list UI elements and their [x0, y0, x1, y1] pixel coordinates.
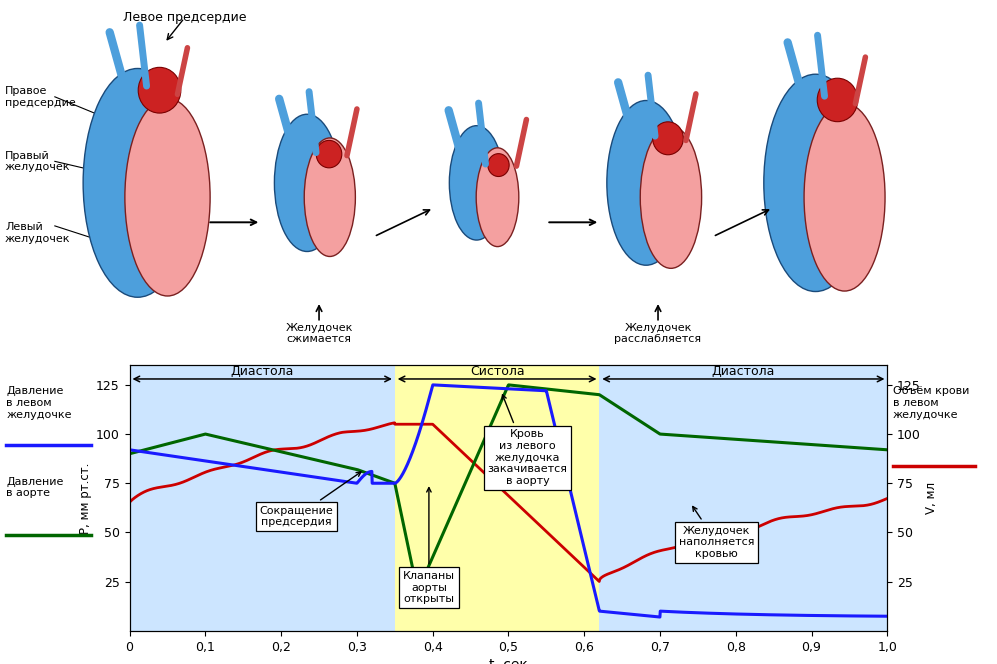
Text: Желудочек
наполняется
кровью: Желудочек наполняется кровью [679, 507, 755, 559]
Text: Клапаны
аорты
открыты: Клапаны аорты открыты [403, 487, 455, 604]
Ellipse shape [477, 148, 518, 246]
Ellipse shape [818, 78, 857, 122]
Text: Правое
предсердие: Правое предсердие [5, 86, 76, 108]
Text: Левый
желудочек: Левый желудочек [5, 222, 71, 244]
Text: Давление
в левом
желудочке: Давление в левом желудочке [6, 386, 72, 420]
Bar [395, 365, 599, 631]
Y-axis label: V, мл: V, мл [925, 482, 938, 514]
Text: Левое предсердие: Левое предсердие [123, 11, 246, 24]
Text: Желудочек
сжимается: Желудочек сжимается [285, 323, 353, 344]
Ellipse shape [764, 74, 867, 291]
Bar [599, 365, 887, 631]
Ellipse shape [607, 100, 685, 265]
Ellipse shape [488, 153, 509, 177]
Text: Давление
в аорте: Давление в аорте [6, 477, 64, 499]
Bar [130, 365, 395, 631]
Text: Желудочек
расслабляется: Желудочек расслабляется [614, 323, 702, 344]
Text: Систола: Систола [470, 365, 524, 378]
Text: Диастола: Диастола [712, 365, 775, 378]
Ellipse shape [316, 140, 342, 168]
Text: Диастола: Диастола [230, 365, 294, 378]
Ellipse shape [274, 114, 340, 252]
Ellipse shape [640, 126, 702, 268]
Text: Объём крови
в левом
желудочке: Объём крови в левом желудочке [893, 386, 969, 420]
Y-axis label: P, мм рт.ст.: P, мм рт.ст. [79, 462, 92, 534]
Ellipse shape [125, 98, 210, 296]
Ellipse shape [450, 125, 503, 240]
Ellipse shape [653, 122, 683, 155]
X-axis label: t, сек: t, сек [490, 657, 527, 664]
Ellipse shape [83, 68, 192, 297]
Text: Правый
желудочек: Правый желудочек [5, 151, 71, 172]
Ellipse shape [304, 138, 355, 256]
Ellipse shape [139, 67, 180, 113]
Text: Кровь
из левого
желудочка
закачивается
в аорту: Кровь из левого желудочка закачивается в… [488, 395, 567, 486]
Text: Сокращение
предсердия: Сокращение предсердия [259, 472, 361, 527]
Ellipse shape [804, 104, 885, 291]
